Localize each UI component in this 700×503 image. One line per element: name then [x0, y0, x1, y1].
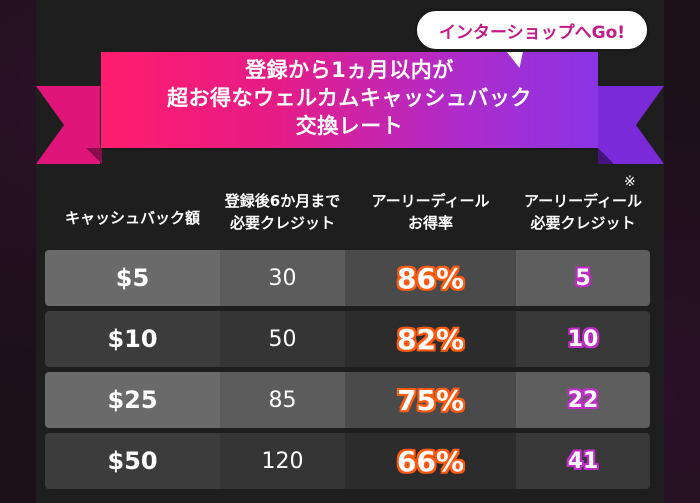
early-value: 10	[567, 326, 599, 352]
cell-amount: $5	[45, 250, 220, 306]
header-rate: アーリーディール お得率	[345, 190, 516, 234]
rate-value: 82%	[396, 322, 465, 356]
cell-early: 41	[516, 433, 650, 489]
header-amount-label: キャッシュバック額	[64, 209, 200, 227]
note-mark: ※	[624, 174, 636, 190]
cell-rate: 66%	[345, 433, 516, 489]
cell-rate: 75%	[345, 372, 516, 428]
header-rate-line2: お得率	[407, 214, 453, 232]
header-credit: 登録後6か月まで 必要クレジット	[220, 190, 345, 234]
early-value: 22	[567, 387, 599, 413]
header-early-line2: 必要クレジット	[530, 214, 636, 232]
cell-credit: 30	[220, 250, 345, 306]
cell-rate: 82%	[345, 311, 516, 367]
header-amount: キャッシュバック額	[45, 207, 220, 229]
banner-title: 登録から1ヵ月以内が 超お得なウェルカムキャッシュバック 交換レート	[101, 56, 598, 140]
cell-rate: 86%	[345, 250, 516, 306]
cell-amount: $10	[45, 311, 220, 367]
banner-line-3: 交換レート	[295, 114, 404, 138]
cell-credit: 120	[220, 433, 345, 489]
rate-value: 75%	[396, 383, 465, 417]
cell-amount: $50	[45, 433, 220, 489]
table-row: $25 85 75% 22	[45, 372, 650, 428]
early-value: 5	[575, 265, 591, 291]
intershop-link-button[interactable]: インターショップへGo!	[414, 8, 650, 52]
banner-ribbon	[101, 52, 598, 148]
early-value: 41	[567, 448, 599, 474]
cell-early: 5	[516, 250, 650, 306]
banner-line-2: 超お得なウェルカムキャッシュバック	[167, 86, 532, 110]
cell-amount: $25	[45, 372, 220, 428]
header-credit-line2: 必要クレジット	[229, 214, 335, 232]
table-row: $50 120 66% 41	[45, 433, 650, 489]
rate-value: 86%	[396, 261, 465, 295]
cell-early: 22	[516, 372, 650, 428]
header-early-line1: アーリーディール	[523, 192, 643, 210]
rate-value: 66%	[396, 444, 465, 478]
table-row: $10 50 82% 10	[45, 311, 650, 367]
header-early: アーリーディール 必要クレジット	[516, 190, 650, 234]
header-credit-line1: 登録後6か月まで	[224, 192, 341, 210]
cell-early: 10	[516, 311, 650, 367]
header-rate-line1: アーリーディール	[371, 192, 490, 210]
banner-line-1: 登録から1ヵ月以内が	[245, 58, 454, 82]
cell-credit: 50	[220, 311, 345, 367]
cell-credit: 85	[220, 372, 345, 428]
table-row: $5 30 86% 5	[45, 250, 650, 306]
